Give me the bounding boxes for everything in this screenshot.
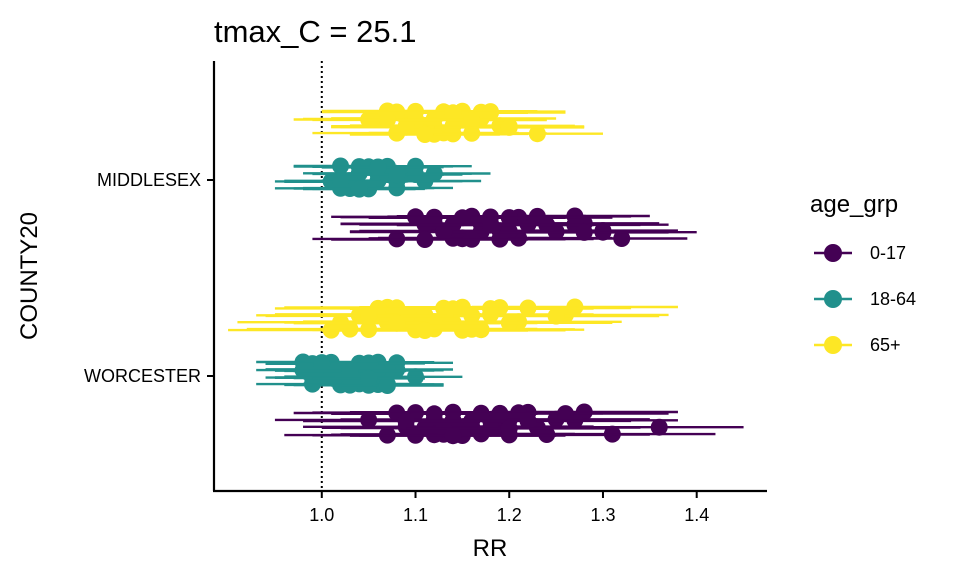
legend: age_grp 0-17 18-64 65+ — [810, 191, 916, 355]
point-0-17-middlesex — [575, 223, 593, 241]
chart-marks — [228, 61, 744, 491]
point-0-17-worcester — [425, 405, 443, 423]
point-65+-worcester — [416, 322, 434, 339]
point-65+-middlesex — [463, 111, 481, 129]
point-0-17-middlesex — [453, 209, 471, 227]
legend-key-point — [824, 290, 842, 308]
point-0-17-worcester — [556, 405, 574, 423]
point-65+-middlesex — [378, 111, 396, 129]
point-65+-middlesex — [416, 126, 434, 143]
point-18-64-middlesex — [332, 173, 350, 191]
y-tick-label: MIDDLESEX — [97, 170, 201, 190]
y-axis-title: COUNTY20 — [16, 212, 43, 340]
point-0-17-middlesex — [416, 231, 434, 248]
point-65+-worcester — [360, 307, 378, 325]
point-65+-middlesex — [500, 118, 518, 136]
series-0-17 — [274, 207, 744, 445]
series-18-64 — [256, 157, 491, 394]
point-0-17-middlesex — [613, 230, 631, 247]
point-0-17-middlesex — [482, 216, 499, 234]
legend-title: age_grp — [810, 191, 898, 218]
point-0-17-middlesex — [435, 223, 453, 241]
point-18-64-middlesex — [350, 180, 368, 198]
legend-label: 0-17 — [870, 243, 906, 263]
x-tick-label: 1.3 — [590, 505, 615, 525]
x-axis-ticks: 1.0 1.1 1.2 1.3 1.4 — [309, 491, 709, 525]
point-18-64-middlesex — [388, 166, 406, 184]
legend-label: 65+ — [870, 335, 901, 355]
legend-items: 0-17 18-64 65+ — [814, 243, 916, 355]
point-0-17-worcester — [500, 419, 518, 437]
point-65+-middlesex — [528, 125, 546, 143]
legend-key-point — [824, 336, 842, 354]
point-65+-worcester — [444, 300, 462, 318]
x-axis-title: RR — [473, 535, 508, 562]
point-18-64-worcester — [378, 377, 396, 394]
x-tick-label: 1.4 — [684, 505, 709, 525]
series-65+ — [228, 102, 678, 339]
point-18-64-worcester — [360, 369, 378, 387]
point-65+-worcester — [388, 314, 406, 332]
legend-item-65+: 65+ — [814, 335, 901, 355]
point-0-17-worcester — [444, 427, 462, 445]
point-18-64-worcester — [313, 355, 331, 373]
point-65+-middlesex — [397, 118, 415, 136]
point-65+-worcester — [547, 307, 565, 325]
y-tick-label: WORCESTER — [84, 366, 201, 386]
point-65+-middlesex — [444, 104, 462, 122]
legend-item-18-64: 18-64 — [814, 289, 916, 309]
point-0-17-worcester — [650, 418, 668, 436]
x-tick-label: 1.0 — [309, 505, 334, 525]
x-tick-label: 1.1 — [403, 505, 428, 525]
point-0-17-worcester — [519, 412, 537, 430]
legend-key-point — [824, 244, 842, 262]
point-0-17-worcester — [397, 412, 415, 430]
legend-item-0-17: 0-17 — [814, 243, 906, 263]
y-axis-ticks: MIDDLESEX WORCESTER — [84, 170, 214, 386]
x-tick-label: 1.2 — [497, 505, 522, 525]
legend-label: 18-64 — [870, 289, 916, 309]
point-18-64-middlesex — [369, 158, 387, 176]
point-18-64-worcester — [341, 362, 359, 380]
chart-title: tmax_C = 25.1 — [214, 14, 416, 49]
